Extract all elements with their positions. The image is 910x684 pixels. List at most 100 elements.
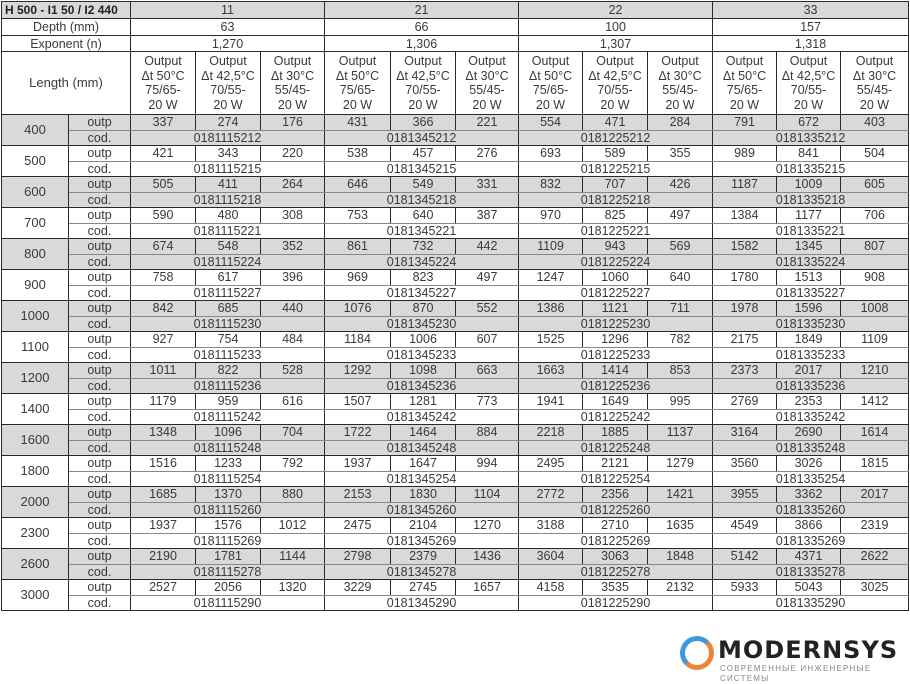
product-code: 0181115221 [129,222,326,239]
product-code: 0181225224 [518,253,714,270]
product-code: 0181115224 [129,253,326,270]
product-code: 0181335224 [712,253,910,270]
length-label: Length (mm) [1,51,131,115]
table-row: cod. 0181115230 0181345230 0181225230 018133… [2,315,910,332]
output-value: 1109 [840,331,910,348]
output-value: 1848 [647,548,714,565]
output-value: 773 [455,393,520,410]
output-value: 1649 [582,393,649,410]
output-value: 1525 [518,331,584,348]
output-value: 1096 [195,424,261,441]
output-value: 426 [647,176,714,193]
output-value: 2772 [518,486,584,503]
output-value: 497 [455,269,520,286]
output-value: 3955 [712,486,778,503]
length-value: 1000 [1,300,69,332]
output-value: 640 [647,269,714,286]
output-value: 2190 [130,548,196,565]
output-value: 758 [130,269,196,286]
output-value: 2527 [130,579,196,596]
output-value: 2017 [840,486,910,503]
table-row: 900 outp 758 617 396 969 823 497 1247 1060 640 1780… [1,269,910,301]
output-value: 792 [259,455,326,472]
product-code: 0181225212 [518,129,714,146]
logo-brand: MODERNSYS [718,636,899,664]
output-value: 1187 [712,176,778,193]
product-code: 0181345221 [324,222,520,239]
output-value: 1279 [647,455,714,472]
table-row: 1600 outp 1348 1096 704 1722 1464 884 2218 1885 11… [1,424,910,456]
product-code: 0181345254 [324,470,520,487]
code-row-label: cod. [68,346,131,363]
output-value: 538 [324,145,392,162]
output-value: 5933 [712,579,778,596]
exponent-value: 1,306 [324,35,520,52]
product-code: 0181345233 [324,346,520,363]
output-row-label: outp [68,393,131,410]
length-value: 1400 [1,393,69,425]
table-row: 600 outp 505 411 264 646 549 331 832 707 426 1187 10… [1,176,910,208]
product-code: 0181345215 [324,160,520,177]
product-code: 0181335215 [712,160,910,177]
table-row: 2000 outp 1685 1370 880 2153 1830 1104 2772 2356 1… [1,486,910,518]
product-code: 0181335278 [712,563,910,580]
table-row: 3000 outp 2527 2056 1320 3229 2745 1657 4158 3535… [1,579,910,611]
output-value: 442 [455,238,520,255]
length-value: 900 [1,269,69,301]
output-value: 1849 [776,331,842,348]
output-value: 822 [195,362,261,379]
output-value: 2475 [324,517,392,534]
exponent-value: 1,270 [129,35,326,52]
output-value: 1386 [518,300,584,317]
product-code: 0181225236 [518,377,714,394]
table-row: 2600 outp 2190 1781 1144 2798 2379 1436 3604 3063… [1,548,910,580]
output-value: 842 [130,300,196,317]
length-value: 2600 [1,548,69,580]
output-row-label: outp [68,300,131,317]
product-code: 0181345278 [324,563,520,580]
output-value: 1685 [130,486,196,503]
output-value: 1464 [390,424,457,441]
output-value: 640 [390,207,457,224]
table-row: cod. 0181115224 0181345224 0181225224 018133… [2,253,910,270]
output-value: 704 [259,424,326,441]
output-value: 2356 [582,486,649,503]
output-value: 672 [776,114,842,131]
output-value: 1179 [130,393,196,410]
output-value: 994 [455,455,520,472]
output-value: 3188 [518,517,584,534]
table-row: cod. 0181115221 0181345221 0181225221 018133… [2,222,910,239]
table-row: cod. 0181115278 0181345278 0181225278 018133… [2,563,910,580]
product-code: 0181335248 [712,439,910,456]
table-row: 500 outp 421 343 220 538 457 276 693 589 355 989 841… [1,145,910,177]
logo-tagline: СОВРЕМЕННЫЕ ИНЖЕНЕРНЫЕ СИСТЕМЫ [720,664,872,683]
output-row-label: outp [68,579,131,596]
output-value: 807 [840,238,910,255]
product-code: 0181115236 [129,377,326,394]
output-value: 1011 [130,362,196,379]
product-code: 0181335254 [712,470,910,487]
output-row-label: outp [68,238,131,255]
output-value: 823 [390,269,457,286]
output-value: 1060 [582,269,649,286]
output-value: 1657 [455,579,520,596]
output-value: 387 [455,207,520,224]
output-value: 884 [455,424,520,441]
output-value: 3362 [776,486,842,503]
code-row-label: cod. [68,284,131,301]
table-row: 700 outp 590 480 308 753 640 387 970 825 497 1384 11… [1,207,910,239]
length-value: 600 [1,176,69,208]
output-column-header: Output Δt 30°C 55/45- 20 W [259,51,326,115]
logo-ring-icon [680,636,714,670]
output-value: 1210 [840,362,910,379]
output-value: 1006 [390,331,457,348]
product-code: 0181335233 [712,346,910,363]
output-value: 220 [259,145,326,162]
table-row: cod. 0181115254 0181345254 0181225254 018133… [2,470,910,487]
output-value: 1345 [776,238,842,255]
output-value: 754 [195,331,261,348]
code-row-label: cod. [68,160,131,177]
output-value: 1348 [130,424,196,441]
table-row: H 500 - I1 50 / I2 440 11 21 22 33 [1,1,910,19]
output-value: 2379 [390,548,457,565]
